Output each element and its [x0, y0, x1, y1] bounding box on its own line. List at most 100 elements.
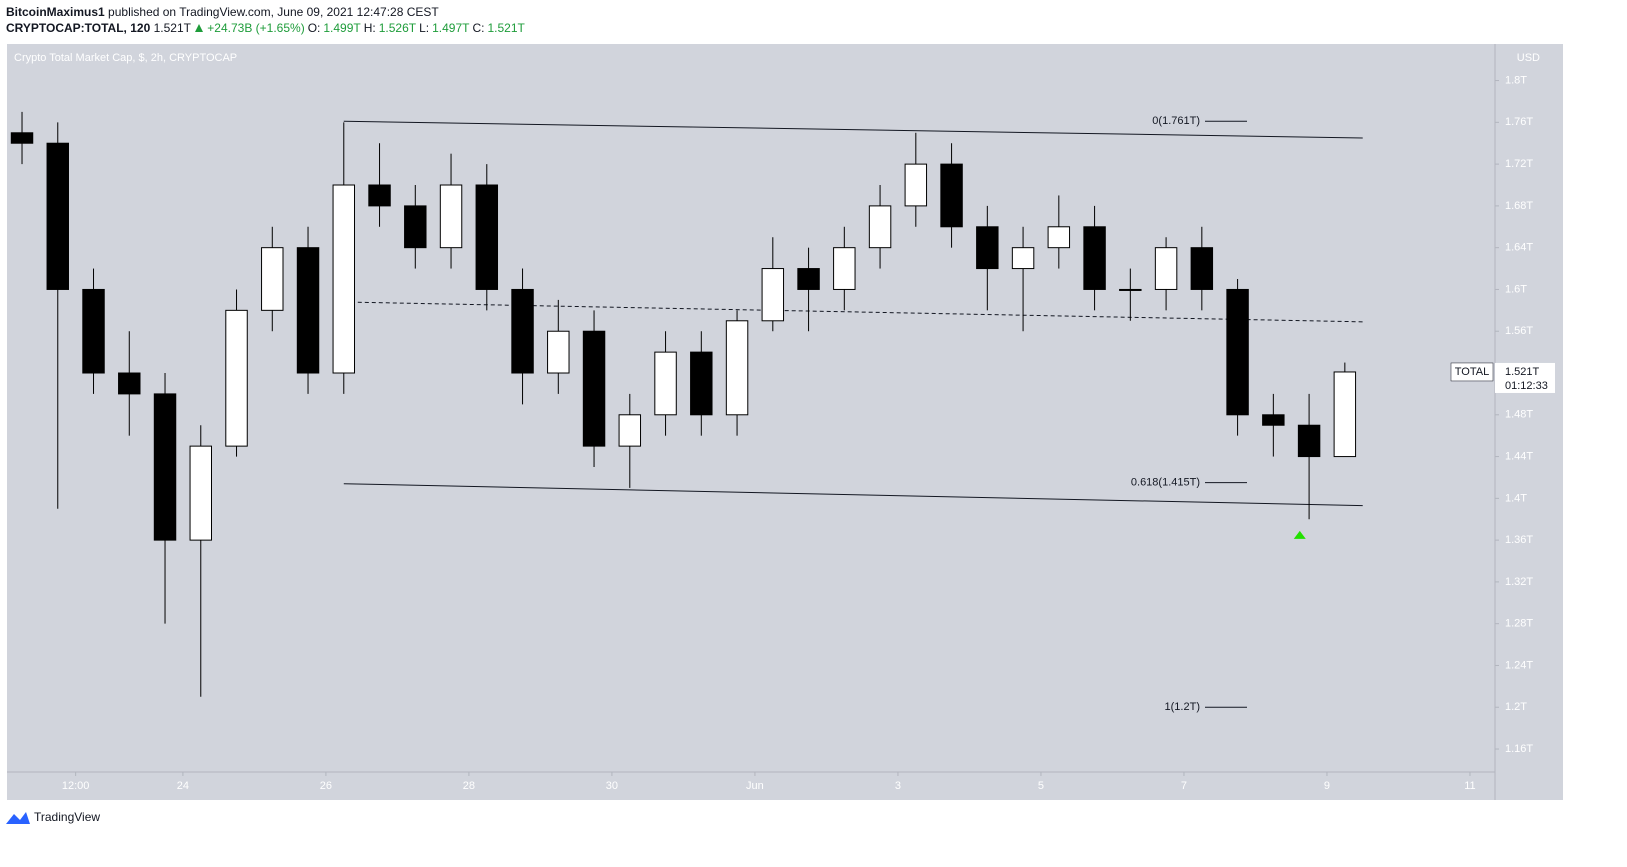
candle-body [940, 163, 963, 228]
candle-body [439, 184, 463, 249]
x-tick-label: 7 [1181, 780, 1187, 792]
y-tick-label: 1.72T [1505, 158, 1533, 170]
x-tick-label: Jun [746, 780, 764, 792]
o-label: O: [307, 21, 321, 35]
trend-line [343, 483, 1363, 507]
candle-body [82, 288, 105, 374]
candle-body [833, 247, 856, 290]
tradingview-logo[interactable]: TradingView [6, 810, 100, 824]
x-tick-label: 3 [895, 780, 901, 792]
x-tick-label: 28 [463, 780, 475, 792]
symbol-row: CRYPTOCAP:TOTAL, 120 1.521T +24.73B (+1.… [6, 20, 528, 36]
candle-body [761, 268, 785, 322]
y-tick-label: 1.28T [1505, 618, 1533, 630]
x-tick-label: 24 [177, 780, 189, 792]
candle-body [1333, 371, 1357, 458]
candle-body [296, 247, 320, 374]
y-tick-label: 1.24T [1505, 659, 1533, 671]
c: 1.521T [487, 21, 525, 35]
x-tick-label: 11 [1464, 780, 1475, 792]
candle-body [153, 393, 177, 541]
price-value-box [1495, 362, 1555, 393]
x-tick-label: 12:00 [62, 780, 90, 792]
price-name-box [1450, 362, 1494, 382]
signal-marker [1293, 530, 1306, 539]
y-tick-label: 1.64T [1505, 242, 1533, 254]
trend-line [343, 120, 1363, 139]
l: 1.497T [432, 21, 470, 35]
y-tick-label: 1.36T [1505, 534, 1533, 546]
candle-body [1119, 288, 1142, 291]
y-tick-label: 1.68T [1505, 200, 1533, 212]
h: 1.526T [378, 21, 417, 35]
countdown: 01:12:33 [1505, 380, 1548, 392]
candle-body [332, 184, 356, 374]
candle-body [1011, 247, 1035, 270]
l-label: L: [419, 21, 430, 35]
candle-body [261, 247, 284, 311]
candle-body [690, 351, 713, 416]
candle-body [1226, 288, 1249, 416]
chart-title: Crypto Total Market Cap, $, 2h, CRYPTOCA… [14, 52, 237, 64]
currency: USD [1517, 52, 1540, 64]
candle-body [1154, 247, 1178, 290]
candle-body [1262, 414, 1285, 426]
y-tick-label: 1.4T [1505, 492, 1527, 504]
fib-label: 0.618(1.415T) [1131, 477, 1200, 489]
y-tick-label: 1.2T [1505, 701, 1527, 713]
candle-body [868, 205, 892, 249]
candle-body [1047, 226, 1071, 249]
candle-body [618, 414, 642, 447]
candle-body [404, 205, 427, 249]
x-tick-label: 9 [1324, 780, 1330, 792]
candle-body [1083, 226, 1106, 290]
last: 1.521T [153, 21, 191, 35]
y-tick-label: 1.48T [1505, 409, 1533, 421]
change: +24.73B (+1.65%) [207, 21, 305, 35]
candle-body [511, 288, 534, 374]
publisher[interactable]: BitcoinMaximus1 [6, 5, 105, 19]
candle-body [118, 372, 141, 395]
y-tick-label: 1.56T [1505, 325, 1533, 337]
y-tick-label: 1.16T [1505, 743, 1533, 755]
candle-body [797, 268, 820, 290]
y-tick-label: 1.6T [1505, 283, 1527, 295]
candle-body [1190, 247, 1214, 290]
published: published on TradingView.com, June 09, 2… [108, 5, 439, 19]
h-label: H: [363, 21, 376, 35]
candle-body [582, 330, 606, 447]
candle-body [904, 163, 928, 207]
publish-row: BitcoinMaximus1 published on TradingView… [6, 4, 528, 20]
y-tick-label: 1.44T [1505, 450, 1533, 462]
y-tick-label: 1.76T [1505, 116, 1533, 128]
logo-icon [6, 812, 30, 824]
candle-body [1297, 424, 1321, 458]
y-tick-label: 1.32T [1505, 576, 1533, 588]
x-tick-label: 30 [606, 780, 618, 792]
symbol: CRYPTOCAP:TOTAL, 120 [6, 21, 151, 35]
candle-body [368, 184, 391, 207]
candle-body [46, 142, 69, 290]
fib-label: 1(1.2T) [1165, 701, 1200, 713]
price-name: TOTAL [1455, 366, 1489, 378]
candle-body [547, 330, 570, 374]
x-tick-label: 5 [1038, 780, 1044, 792]
up-arrow [194, 24, 203, 32]
y-tick-label: 1.8T [1505, 74, 1527, 86]
candle-body [976, 226, 999, 270]
candle-body [225, 309, 248, 447]
price-value: 1.521T [1505, 366, 1540, 378]
fib-label: 0(1.761T) [1152, 115, 1200, 127]
brand: TradingView [34, 810, 100, 824]
x-tick-label: 26 [320, 780, 332, 792]
o: 1.499T [323, 21, 361, 35]
candle-body [654, 351, 677, 416]
candle-body [475, 184, 499, 290]
candle-body [10, 132, 34, 144]
candle-body [189, 445, 213, 541]
chart-background [7, 44, 1563, 800]
c-label: C: [472, 21, 485, 35]
header: BitcoinMaximus1 published on TradingView… [6, 4, 528, 36]
